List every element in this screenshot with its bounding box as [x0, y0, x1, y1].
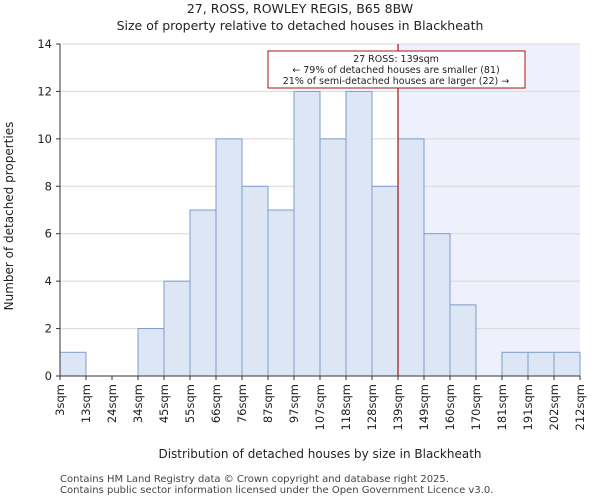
x-tick-label: 87sqm — [261, 384, 275, 423]
bar-34sqm — [137, 328, 165, 377]
y-tick-label: 0 — [45, 369, 52, 383]
x-tick-label: 55sqm — [183, 384, 197, 423]
x-tick-label: 139sqm — [391, 384, 405, 430]
x-tick-label: 160sqm — [443, 384, 457, 430]
x-tick-label: 3sqm — [53, 384, 67, 416]
bar-202sqm — [553, 351, 581, 377]
bar-181sqm — [501, 351, 529, 377]
x-tick-label: 13sqm — [79, 384, 93, 423]
bar-107sqm — [319, 138, 347, 377]
x-tick-label: 97sqm — [287, 384, 301, 423]
y-tick-label: 12 — [37, 84, 52, 98]
y-tick-label: 14 — [37, 37, 52, 51]
bar-66sqm — [215, 138, 243, 377]
annotation-line-1: 27 ROSS: 139sqm — [353, 54, 439, 65]
annotation-line-2: ← 79% of detached houses are smaller (81… — [292, 65, 499, 76]
y-tick-label: 2 — [45, 322, 52, 336]
bar-191sqm — [527, 351, 555, 377]
x-tick-label: 66sqm — [209, 384, 223, 423]
histogram-chart: 0 2 4 6 8 10 12 14 3sqm 13sqm 24sqm 34sqm 45sqm 55sqm… — [2, 37, 587, 461]
footer-line-1: Contains HM Land Registry data © Crown c… — [60, 474, 449, 485]
x-tick-label: 24sqm — [105, 384, 119, 423]
chart-title: 27, ROSS, ROWLEY REGIS, B65 8BW — [186, 1, 414, 16]
bar-55sqm — [189, 209, 217, 377]
bar-87sqm — [267, 209, 295, 377]
bar-3sqm — [59, 351, 87, 377]
y-tick-label: 6 — [45, 227, 52, 241]
x-tick-label: 76sqm — [235, 384, 249, 423]
annotation-box: 27 ROSS: 139sqm ← 79% of detached houses… — [267, 50, 526, 89]
x-tick-label: 181sqm — [495, 384, 509, 430]
bar-118sqm — [345, 90, 373, 377]
x-tick-label: 191sqm — [521, 384, 535, 430]
x-tick-label: 118sqm — [339, 384, 353, 430]
bar-76sqm — [241, 185, 269, 377]
x-tick-label: 212sqm — [573, 384, 587, 430]
bar-139sqm — [397, 138, 425, 377]
x-tick-label: 34sqm — [131, 384, 145, 423]
x-tick-label: 45sqm — [157, 384, 171, 423]
y-tick-label: 10 — [37, 132, 52, 146]
y-tick-label: 4 — [45, 274, 52, 288]
x-tick-label: 128sqm — [365, 384, 379, 430]
x-tick-label: 149sqm — [417, 384, 431, 430]
footer-line-2: Contains public sector information licen… — [60, 485, 494, 496]
x-tick-label: 202sqm — [547, 384, 561, 430]
chart-subtitle: Size of property relative to detached ho… — [116, 18, 484, 33]
x-axis-label: Distribution of detached houses by size … — [158, 447, 481, 461]
bar-128sqm — [371, 185, 399, 377]
bar-97sqm — [293, 90, 321, 377]
annotation-line-3: 21% of semi-detached houses are larger (… — [283, 76, 510, 87]
bar-45sqm — [163, 280, 191, 377]
bar-149sqm — [423, 233, 451, 377]
y-axis-label: Number of detached properties — [2, 122, 16, 311]
x-tick-label: 107sqm — [313, 384, 327, 430]
x-tick-label: 170sqm — [469, 384, 483, 430]
bar-160sqm — [449, 304, 477, 377]
y-tick-label: 8 — [45, 179, 52, 193]
